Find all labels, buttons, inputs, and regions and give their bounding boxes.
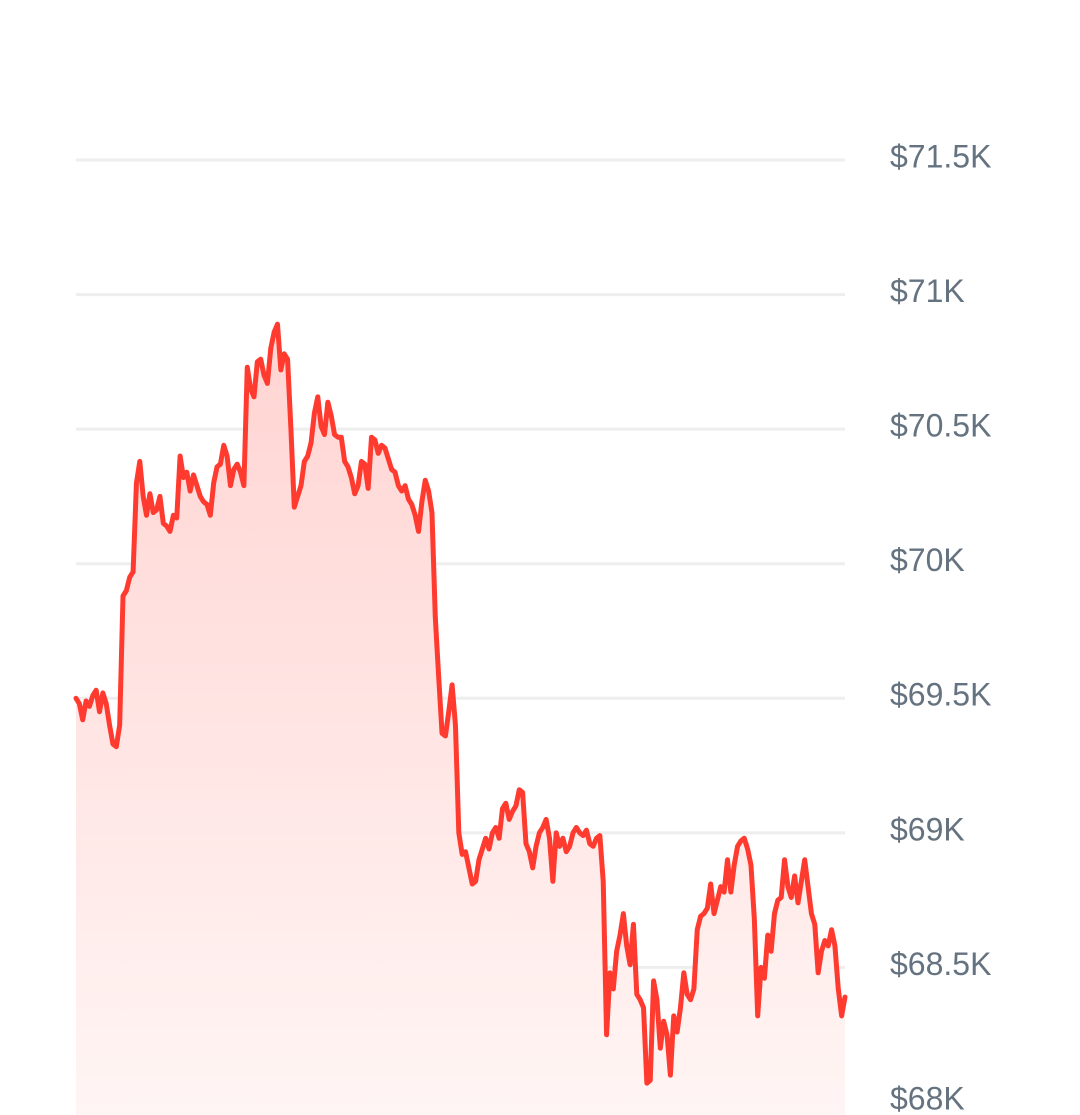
y-tick-label: $71K xyxy=(890,273,965,309)
y-tick-label: $71.5K xyxy=(890,138,991,174)
y-tick-label: $69.5K xyxy=(890,677,991,713)
y-tick-label: $70.5K xyxy=(890,408,991,444)
y-axis-tick-labels: $68K $68.5K $69K $69.5K $70K $70.5K $71K $71.5K xyxy=(890,138,991,1115)
y-tick-label: $69K xyxy=(890,811,965,847)
y-tick-label: $68K xyxy=(890,1080,965,1115)
y-tick-label: $70K xyxy=(890,542,965,578)
price-line xyxy=(73,321,848,1086)
price-area-fill xyxy=(76,324,845,1115)
y-tick-label: $68.5K xyxy=(890,946,991,982)
